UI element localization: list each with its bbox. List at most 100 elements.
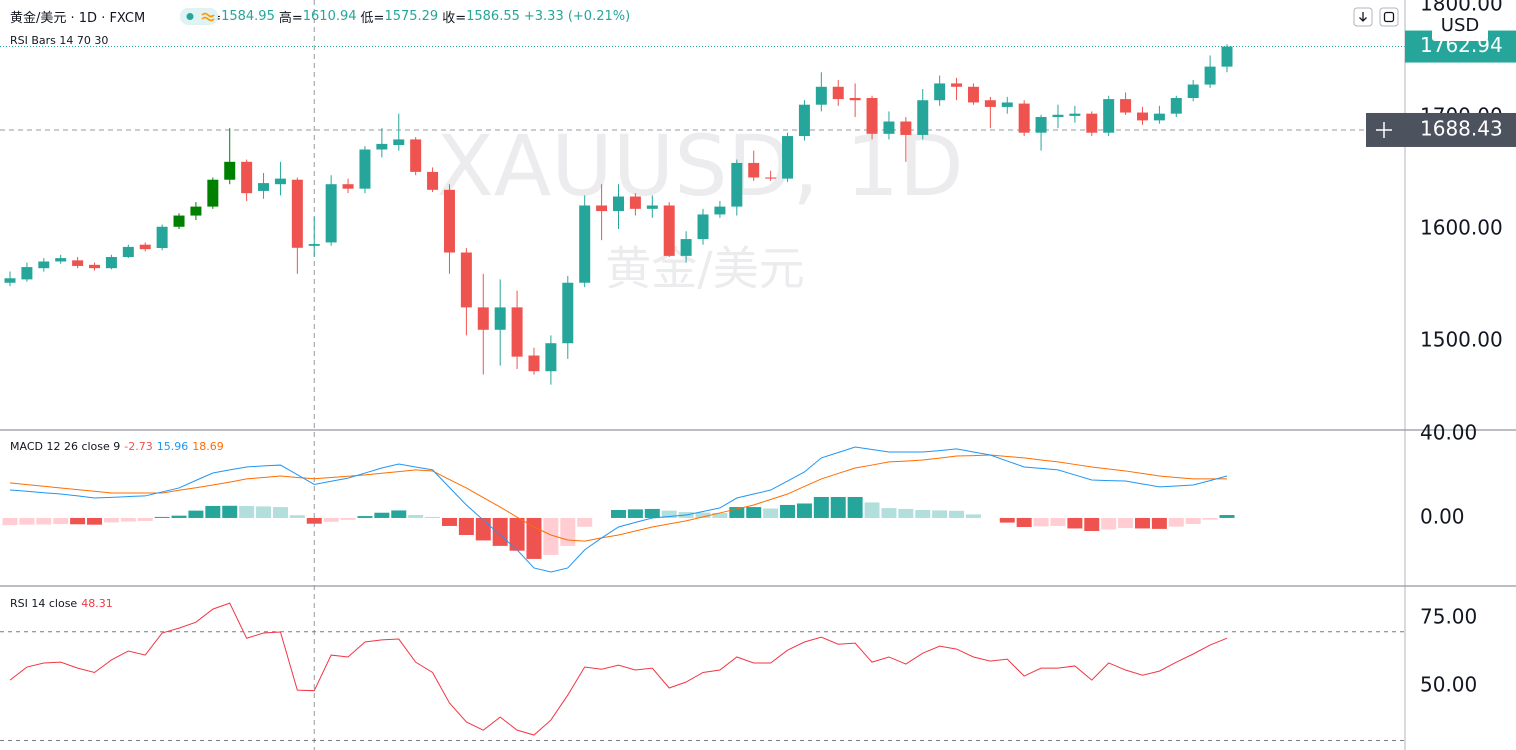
histogram-bar <box>746 507 762 518</box>
histogram-value: -2.73 <box>124 440 153 453</box>
histogram-bar <box>1084 517 1100 531</box>
candle-body <box>55 258 67 262</box>
histogram-bar <box>830 496 846 518</box>
candle-body <box>866 97 878 134</box>
histogram-bar <box>965 514 981 518</box>
histogram-bar <box>120 517 136 522</box>
candle-body <box>782 136 794 179</box>
y-tick-label: 75.00 <box>1420 605 1477 629</box>
indicator-title: RSI Bars 14 70 30 <box>10 34 109 47</box>
histogram-bar <box>357 516 373 518</box>
candle-body <box>494 307 506 330</box>
candle-body <box>359 149 371 189</box>
candle-body <box>545 343 557 372</box>
histogram-bar <box>239 506 255 518</box>
histogram-bar <box>492 517 508 546</box>
ohlc-value: 1610.94 <box>302 9 357 24</box>
histogram-bar <box>898 508 914 518</box>
candle-body <box>731 162 743 207</box>
histogram-bar <box>780 504 796 518</box>
toggle-bg <box>180 8 218 25</box>
y-tick-label: 0.00 <box>1420 504 1465 528</box>
histogram-bar <box>1202 517 1218 520</box>
candle-body <box>663 205 675 256</box>
candle-body <box>1103 99 1115 133</box>
histogram-bar <box>441 517 457 526</box>
macd-legend: MACD 12 26 close 9 -2.73 15.96 18.69 <box>10 440 228 453</box>
toggle-dot <box>186 13 194 20</box>
watermark-name: 黄金/美元 <box>605 242 805 296</box>
candle-body <box>342 184 354 189</box>
histogram-bar <box>154 516 170 518</box>
pane-buttons <box>1353 7 1399 27</box>
histogram-bar <box>999 517 1015 523</box>
rsi-line <box>9 602 1228 736</box>
candle-body <box>646 205 658 209</box>
histogram-bar <box>729 507 745 518</box>
histogram-bar <box>70 517 86 525</box>
histogram-bar <box>87 517 103 525</box>
currency-box <box>1432 11 1488 41</box>
histogram-bar <box>881 508 897 518</box>
histogram-bar <box>289 515 305 518</box>
candle-body <box>815 86 827 105</box>
arrow-icon <box>1359 12 1367 22</box>
candle-body <box>883 121 895 134</box>
currency-label: USD <box>1441 15 1479 36</box>
candle-body <box>156 226 168 249</box>
rsi-legend: RSI 14 close 48.31 <box>10 597 117 610</box>
histogram-bar <box>272 507 288 518</box>
candle-body <box>376 143 388 150</box>
candle-body <box>477 307 489 330</box>
header: 黄金/美元 · 1D · FXCM开=1584.95高=1610.94低=157… <box>10 7 634 26</box>
histogram-bar <box>949 510 965 518</box>
histogram-bar <box>763 508 779 518</box>
candle-body <box>765 177 777 179</box>
histogram-bar <box>19 517 35 525</box>
candle-body <box>21 267 33 280</box>
candle-body <box>714 206 726 215</box>
candle-body <box>1120 99 1132 113</box>
histogram-bar <box>2 517 18 526</box>
candle-body <box>173 215 185 227</box>
histogram-bar <box>1067 517 1083 529</box>
candle-body <box>951 83 963 87</box>
histogram-bar <box>1168 517 1184 527</box>
visibility-toggle[interactable] <box>180 7 220 27</box>
candle-body <box>1187 84 1199 98</box>
histogram-bar <box>796 503 812 518</box>
crosshair-plus <box>1376 121 1392 138</box>
maximize-button[interactable] <box>1379 7 1399 27</box>
histogram-bar <box>1185 517 1201 525</box>
candle-body <box>38 261 50 269</box>
histogram-bar <box>374 512 390 518</box>
symbol: 黄金/美元 · 1D · FXCM <box>10 11 146 26</box>
candle-body <box>984 100 996 107</box>
histogram-bar <box>391 510 407 518</box>
y-tick-label: 50.00 <box>1420 673 1477 697</box>
histogram-bar <box>644 508 660 518</box>
histogram-bar <box>813 496 829 518</box>
candle-body <box>460 252 472 308</box>
histogram-bar <box>256 506 272 518</box>
candle-body <box>596 205 608 212</box>
toggle-wave <box>201 12 215 22</box>
candle-body <box>579 205 591 283</box>
candle-body <box>1170 97 1182 114</box>
candle-body <box>1086 113 1098 133</box>
candle-body <box>748 162 760 178</box>
rsi-value: 48.31 <box>81 597 113 610</box>
histogram-bar <box>526 517 542 559</box>
candle-body <box>1136 112 1148 121</box>
histogram-bar <box>1033 517 1049 527</box>
histogram-bar <box>1016 517 1032 528</box>
histogram-bar <box>1118 517 1134 529</box>
histogram-bar <box>137 517 153 521</box>
candle-body <box>325 184 337 243</box>
histogram-bar <box>712 512 728 518</box>
candle-body <box>629 196 641 209</box>
histogram-bar <box>695 512 711 518</box>
candle-body <box>1035 117 1047 133</box>
